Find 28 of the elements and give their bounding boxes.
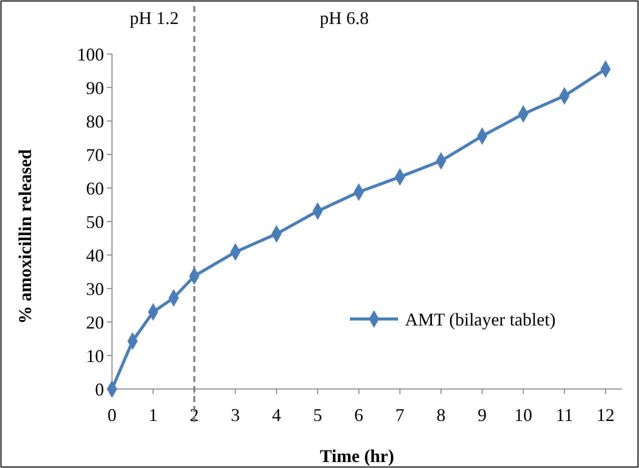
text: pH 6.8	[320, 8, 369, 28]
x-tick-label: 12	[596, 405, 615, 425]
y-tick-label: 90	[86, 78, 104, 98]
y-tick-label: 0	[95, 379, 104, 400]
y-tick-label: 30	[86, 278, 104, 299]
x-tick-label: 0	[108, 405, 116, 425]
x-tick-label: 3	[230, 405, 240, 425]
x-tick-label: 7	[395, 405, 404, 425]
text: pH 1.2	[130, 8, 179, 28]
x-tick-label: 4	[272, 405, 282, 425]
x-tick-label: 9	[478, 405, 487, 425]
x-tick-label: 6	[354, 405, 364, 425]
y-tick-label: 70	[86, 144, 104, 165]
x-tick-label: 1	[148, 405, 158, 425]
x-tick-label: 8	[436, 405, 446, 425]
y-tick-label: 80	[86, 111, 104, 132]
y-tick-label: 60	[86, 178, 104, 198]
y-tick-label: 20	[86, 312, 104, 332]
y-tick-label: 50	[86, 212, 104, 232]
x-tick-label: 11	[556, 405, 574, 425]
x-axis-title: Time (hr)	[320, 446, 394, 466]
x-tick-label: 10	[514, 405, 532, 425]
y-tick-label: 100	[77, 44, 104, 64]
y-tick-label: 40	[86, 245, 104, 266]
x-tick-label: 5	[313, 405, 322, 425]
legend-label: AMT (bilayer tablet)	[405, 309, 556, 330]
y-axis-title: % amoxicillin released	[15, 149, 35, 324]
y-tick-label: 10	[86, 346, 104, 366]
